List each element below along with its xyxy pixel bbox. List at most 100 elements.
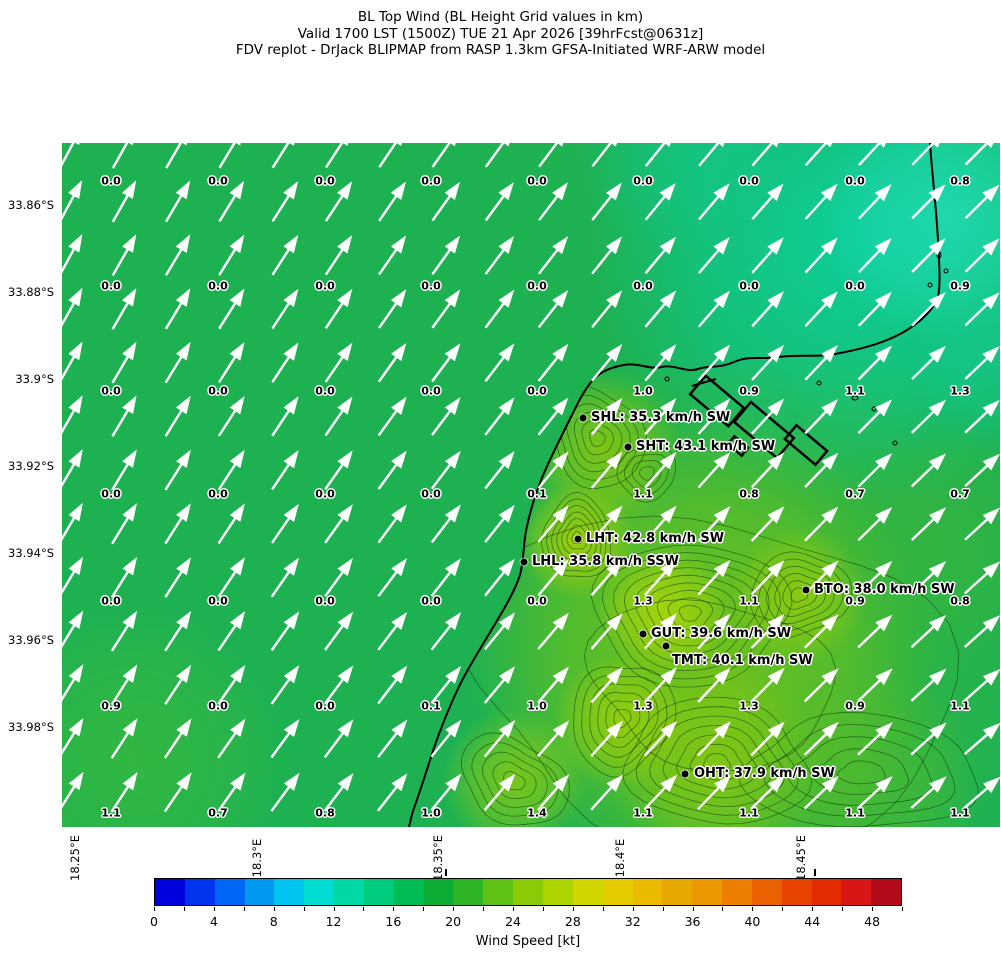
wind-arrow <box>964 184 1000 220</box>
wind-arrow <box>590 397 623 436</box>
wind-arrow <box>323 665 354 705</box>
colorbar-segment <box>184 879 215 905</box>
wind-arrow <box>804 237 838 274</box>
wind-arrow <box>590 451 623 489</box>
wind-arrow <box>910 453 947 488</box>
wind-arrow <box>218 143 241 169</box>
colorbar-segment <box>304 879 335 905</box>
bl-height-grid-value: 0.0 <box>315 174 335 188</box>
station-dot <box>574 535 582 543</box>
wind-arrow <box>963 776 1000 809</box>
wind-arrow <box>431 181 460 222</box>
wind-arrow <box>164 557 192 598</box>
wind-arrow <box>751 237 784 274</box>
wind-arrow <box>217 772 246 813</box>
wind-arrow <box>751 398 785 435</box>
wind-arrow <box>537 666 570 704</box>
colorbar-tick-label: 16 <box>385 914 402 929</box>
wind-arrow <box>964 143 994 166</box>
bl-height-grid-value: 1.1 <box>633 487 653 501</box>
bl-height-grid-value: 1.1 <box>101 806 121 820</box>
wind-arrow <box>164 664 192 705</box>
wind-arrow <box>964 453 1000 488</box>
wind-arrow <box>644 236 677 275</box>
wind-arrow <box>537 397 569 436</box>
wind-arrow <box>430 612 462 651</box>
wind-arrow <box>963 723 1000 756</box>
wind-arrow <box>62 556 84 595</box>
wind-arrow <box>324 235 353 276</box>
colorbar-tick-label: 4 <box>209 914 218 929</box>
lat-tick-label: 33.96°S <box>8 633 54 647</box>
wind-arrow <box>804 345 838 381</box>
bl-height-grid-value: 0.0 <box>527 594 547 608</box>
wind-arrow <box>484 504 515 543</box>
station-dot <box>662 642 670 650</box>
wind-arrow <box>62 717 84 755</box>
wind-arrow <box>62 287 83 327</box>
bl-height-grid-value: 0.0 <box>527 279 547 293</box>
wind-arrow <box>323 719 354 759</box>
colorbar-segment <box>274 879 305 905</box>
wind-arrow <box>643 720 678 757</box>
bl-height-grid-value: 0.9 <box>101 699 121 713</box>
wind-arrow <box>751 183 784 220</box>
station-label: SHL: 35.3 km/h SW <box>591 410 731 425</box>
colorbar-tick <box>453 907 455 911</box>
wind-arrow <box>62 233 83 274</box>
colorbar-tick <box>303 907 305 911</box>
wind-arrow <box>697 290 730 328</box>
colorbar-tick <box>183 907 185 911</box>
wind-arrow <box>803 721 839 756</box>
bl-height-grid-value: 0.0 <box>315 384 335 398</box>
wind-arrow <box>750 452 785 489</box>
wind-arrow <box>430 719 462 758</box>
bl-height-grid-value: 0.0 <box>101 594 121 608</box>
wind-arrow <box>911 238 946 273</box>
wind-arrow <box>590 720 624 757</box>
wind-arrow <box>857 614 893 649</box>
wind-arrow <box>697 344 731 382</box>
lat-tick-label: 33.88°S <box>8 285 54 299</box>
wind-arrow <box>857 399 893 434</box>
wind-arrow <box>378 181 407 222</box>
colorbar-segment <box>423 879 454 905</box>
bl-height-grid-value: 0.0 <box>315 699 335 713</box>
wind-arrow <box>590 559 623 597</box>
wind-arrow <box>911 184 946 220</box>
wind-arrow <box>378 143 402 168</box>
wind-arrow <box>430 450 461 490</box>
wind-arrow <box>324 288 353 329</box>
wind-arrow <box>858 184 892 220</box>
bl-height-grid-value: 0.8 <box>950 594 970 608</box>
wind-arrow <box>857 291 892 327</box>
colorbar-segment <box>692 879 723 905</box>
colorbar-segment <box>393 879 424 905</box>
bl-height-grid-value: 0.0 <box>845 174 865 188</box>
wind-arrow <box>431 397 461 436</box>
colorbar-tick-label: 40 <box>744 914 761 929</box>
wind-arrow <box>750 775 785 810</box>
wind-arrow <box>324 611 354 651</box>
wind-arrow <box>803 614 839 649</box>
station-dot <box>520 558 528 566</box>
wind-arrow <box>644 143 671 167</box>
colorbar-segment <box>453 879 484 905</box>
station-dot <box>639 630 647 638</box>
wind-arrow <box>324 143 349 169</box>
wind-arrow <box>111 180 137 223</box>
wind-arrow <box>644 344 677 382</box>
wind-arrow <box>377 504 407 544</box>
wind-arrow <box>537 451 569 490</box>
wind-arrow <box>324 396 353 437</box>
wind-arrow <box>110 664 138 706</box>
wind-arrow <box>537 720 570 758</box>
wind-arrow <box>111 503 137 545</box>
lon-tick-label: 18.25°E <box>68 835 82 881</box>
wind-arrow <box>218 234 245 276</box>
wind-arrow <box>644 505 677 543</box>
colorbar-tick-label: 28 <box>564 914 581 929</box>
colorbar-tick <box>902 907 903 911</box>
wind-arrow <box>644 451 677 489</box>
